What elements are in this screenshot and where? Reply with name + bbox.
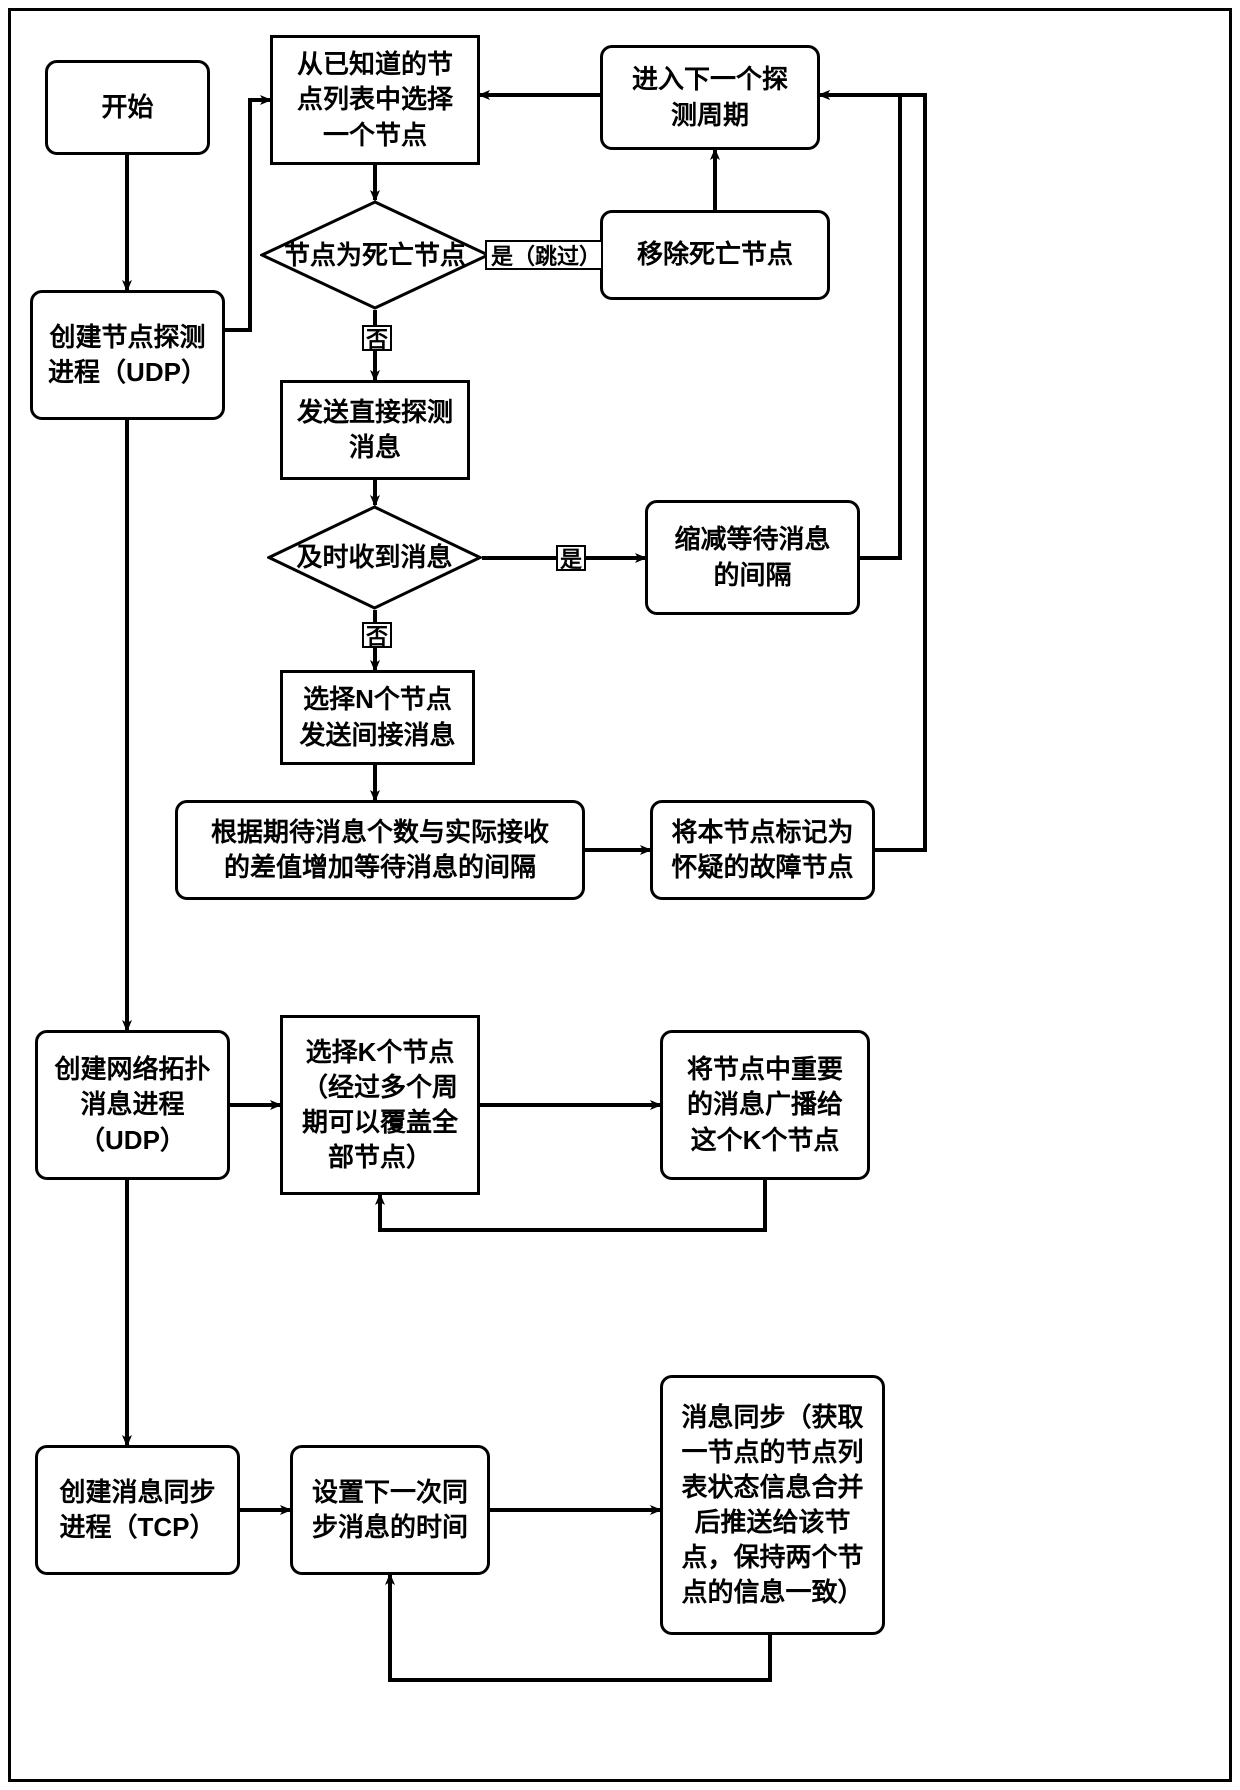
node-select_k: 选择K个节点 （经过多个周 期可以覆盖全 部节点） (280, 1015, 480, 1195)
node-next_cycle: 进入下一个探 测周期 (600, 45, 820, 150)
node-mark_suspect: 将本节点标记为 怀疑的故障节点 (650, 800, 875, 900)
node-create_sync: 创建消息同步 进程（TCP） (35, 1445, 240, 1575)
node-set_next: 设置下一次同 步消息的时间 (290, 1445, 490, 1575)
node-msg_sync: 消息同步（获取 一节点的节点列 表状态信息合并 后推送给该节 点，保持两个节 点… (660, 1375, 885, 1635)
node-d_dead: 节点为死亡节点 (260, 200, 490, 310)
flowchart-canvas: 开始创建节点探测 进程（UDP） 从已知道的节 点列表中选择 一个节点 进入下一个探… (0, 0, 1240, 1790)
node-text: 及时收到消息 (296, 541, 452, 574)
edge-label-dead_no: 否 (362, 325, 392, 351)
node-send_direct: 发送直接探测 消息 (280, 380, 470, 480)
node-remove_dead: 移除死亡节点 (600, 210, 830, 300)
edge-label-dead_yes: 是（跳过） (485, 240, 603, 270)
node-select_node: 从已知道的节 点列表中选择 一个节点 (270, 35, 480, 165)
node-select_n: 选择N个节点 发送间接消息 (280, 670, 475, 765)
node-inc_wait: 根据期待消息个数与实际接收 的差值增加等待消息的间隔 (175, 800, 585, 900)
node-create_probe: 创建节点探测 进程（UDP） (30, 290, 225, 420)
node-text: 节点为死亡节点 (284, 239, 466, 272)
edge-label-time_yes: 是 (556, 545, 586, 571)
node-create_topo: 创建网络拓扑 消息进程 （UDP） (35, 1030, 230, 1180)
node-broadcast_k: 将节点中重要 的消息广播给 这个K个节点 (660, 1030, 870, 1180)
node-start: 开始 (45, 60, 210, 155)
node-d_intime: 及时收到消息 (267, 505, 482, 610)
edge-label-time_no: 否 (362, 622, 392, 648)
node-shrink_wait: 缩减等待消息 的间隔 (645, 500, 860, 615)
